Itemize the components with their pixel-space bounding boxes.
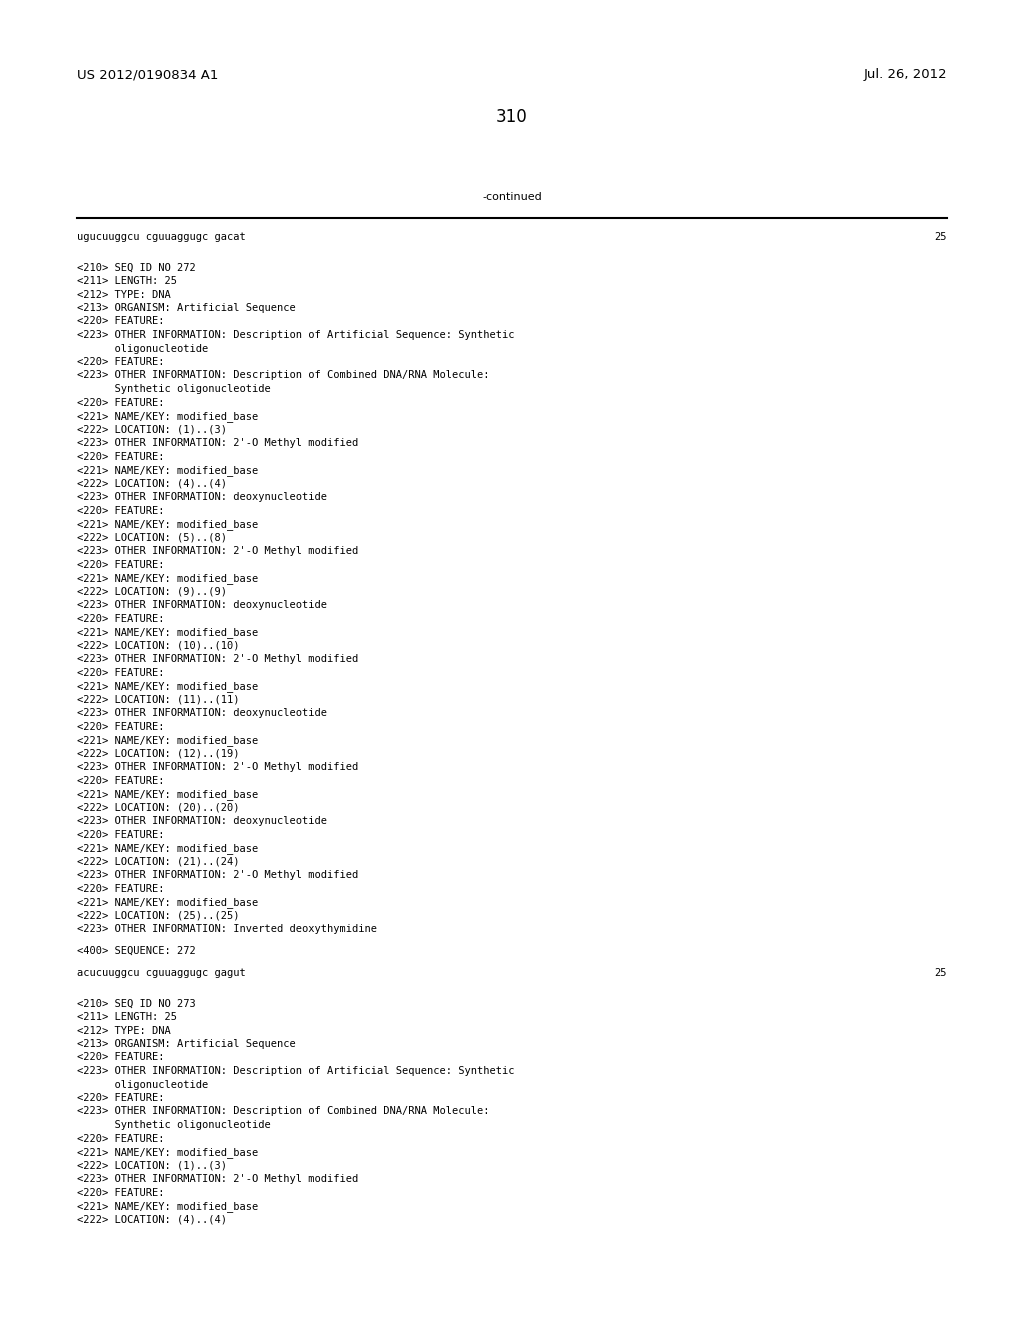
Text: <223> OTHER INFORMATION: Description of Combined DNA/RNA Molecule:: <223> OTHER INFORMATION: Description of … bbox=[77, 1106, 489, 1117]
Text: <223> OTHER INFORMATION: deoxynucleotide: <223> OTHER INFORMATION: deoxynucleotide bbox=[77, 601, 327, 610]
Text: <223> OTHER INFORMATION: Inverted deoxythymidine: <223> OTHER INFORMATION: Inverted deoxyt… bbox=[77, 924, 377, 935]
Text: <223> OTHER INFORMATION: deoxynucleotide: <223> OTHER INFORMATION: deoxynucleotide bbox=[77, 816, 327, 826]
Text: <221> NAME/KEY: modified_base: <221> NAME/KEY: modified_base bbox=[77, 1147, 258, 1158]
Text: <211> LENGTH: 25: <211> LENGTH: 25 bbox=[77, 1012, 177, 1022]
Text: <223> OTHER INFORMATION: deoxynucleotide: <223> OTHER INFORMATION: deoxynucleotide bbox=[77, 708, 327, 718]
Text: <222> LOCATION: (9)..(9): <222> LOCATION: (9)..(9) bbox=[77, 586, 226, 597]
Text: <223> OTHER INFORMATION: deoxynucleotide: <223> OTHER INFORMATION: deoxynucleotide bbox=[77, 492, 327, 502]
Text: ugucuuggcu cguuaggugc gacat: ugucuuggcu cguuaggugc gacat bbox=[77, 232, 246, 242]
Text: <220> FEATURE:: <220> FEATURE: bbox=[77, 614, 164, 623]
Text: <210> SEQ ID NO 272: <210> SEQ ID NO 272 bbox=[77, 263, 196, 272]
Text: <213> ORGANISM: Artificial Sequence: <213> ORGANISM: Artificial Sequence bbox=[77, 304, 296, 313]
Text: <221> NAME/KEY: modified_base: <221> NAME/KEY: modified_base bbox=[77, 681, 258, 692]
Text: <222> LOCATION: (4)..(4): <222> LOCATION: (4)..(4) bbox=[77, 1214, 226, 1225]
Text: <212> TYPE: DNA: <212> TYPE: DNA bbox=[77, 1026, 171, 1035]
Text: <400> SEQUENCE: 272: <400> SEQUENCE: 272 bbox=[77, 946, 196, 956]
Text: <221> NAME/KEY: modified_base: <221> NAME/KEY: modified_base bbox=[77, 735, 258, 746]
Text: <212> TYPE: DNA: <212> TYPE: DNA bbox=[77, 289, 171, 300]
Text: <221> NAME/KEY: modified_base: <221> NAME/KEY: modified_base bbox=[77, 519, 258, 529]
Text: <220> FEATURE:: <220> FEATURE: bbox=[77, 668, 164, 677]
Text: 25: 25 bbox=[935, 232, 947, 242]
Text: <210> SEQ ID NO 273: <210> SEQ ID NO 273 bbox=[77, 998, 196, 1008]
Text: <220> FEATURE:: <220> FEATURE: bbox=[77, 1188, 164, 1197]
Text: <221> NAME/KEY: modified_base: <221> NAME/KEY: modified_base bbox=[77, 627, 258, 638]
Text: <213> ORGANISM: Artificial Sequence: <213> ORGANISM: Artificial Sequence bbox=[77, 1039, 296, 1049]
Text: <220> FEATURE:: <220> FEATURE: bbox=[77, 776, 164, 785]
Text: 310: 310 bbox=[496, 108, 528, 125]
Text: -continued: -continued bbox=[482, 191, 542, 202]
Text: <220> FEATURE:: <220> FEATURE: bbox=[77, 356, 164, 367]
Text: <221> NAME/KEY: modified_base: <221> NAME/KEY: modified_base bbox=[77, 843, 258, 854]
Text: <222> LOCATION: (1)..(3): <222> LOCATION: (1)..(3) bbox=[77, 1160, 226, 1171]
Text: <211> LENGTH: 25: <211> LENGTH: 25 bbox=[77, 276, 177, 286]
Text: <222> LOCATION: (10)..(10): <222> LOCATION: (10)..(10) bbox=[77, 640, 240, 651]
Text: US 2012/0190834 A1: US 2012/0190834 A1 bbox=[77, 69, 218, 81]
Text: <223> OTHER INFORMATION: 2'-O Methyl modified: <223> OTHER INFORMATION: 2'-O Methyl mod… bbox=[77, 438, 358, 447]
Text: <221> NAME/KEY: modified_base: <221> NAME/KEY: modified_base bbox=[77, 573, 258, 583]
Text: <223> OTHER INFORMATION: Description of Combined DNA/RNA Molecule:: <223> OTHER INFORMATION: Description of … bbox=[77, 371, 489, 380]
Text: oligonucleotide: oligonucleotide bbox=[77, 343, 208, 354]
Text: <223> OTHER INFORMATION: 2'-O Methyl modified: <223> OTHER INFORMATION: 2'-O Methyl mod… bbox=[77, 546, 358, 556]
Text: Jul. 26, 2012: Jul. 26, 2012 bbox=[863, 69, 947, 81]
Text: <220> FEATURE:: <220> FEATURE: bbox=[77, 451, 164, 462]
Text: <220> FEATURE:: <220> FEATURE: bbox=[77, 1093, 164, 1104]
Text: acucuuggcu cguuaggugc gagut: acucuuggcu cguuaggugc gagut bbox=[77, 968, 246, 978]
Text: <220> FEATURE:: <220> FEATURE: bbox=[77, 560, 164, 569]
Text: <220> FEATURE:: <220> FEATURE: bbox=[77, 506, 164, 516]
Text: oligonucleotide: oligonucleotide bbox=[77, 1080, 208, 1089]
Text: <221> NAME/KEY: modified_base: <221> NAME/KEY: modified_base bbox=[77, 411, 258, 422]
Text: <223> OTHER INFORMATION: 2'-O Methyl modified: <223> OTHER INFORMATION: 2'-O Methyl mod… bbox=[77, 653, 358, 664]
Text: <223> OTHER INFORMATION: 2'-O Methyl modified: <223> OTHER INFORMATION: 2'-O Methyl mod… bbox=[77, 870, 358, 880]
Text: <221> NAME/KEY: modified_base: <221> NAME/KEY: modified_base bbox=[77, 465, 258, 477]
Text: <223> OTHER INFORMATION: 2'-O Methyl modified: <223> OTHER INFORMATION: 2'-O Methyl mod… bbox=[77, 762, 358, 772]
Text: <222> LOCATION: (11)..(11): <222> LOCATION: (11)..(11) bbox=[77, 694, 240, 705]
Text: <222> LOCATION: (5)..(8): <222> LOCATION: (5)..(8) bbox=[77, 532, 226, 543]
Text: <220> FEATURE:: <220> FEATURE: bbox=[77, 1134, 164, 1143]
Text: <223> OTHER INFORMATION: Description of Artificial Sequence: Synthetic: <223> OTHER INFORMATION: Description of … bbox=[77, 1067, 514, 1076]
Text: <223> OTHER INFORMATION: Description of Artificial Sequence: Synthetic: <223> OTHER INFORMATION: Description of … bbox=[77, 330, 514, 341]
Text: <220> FEATURE:: <220> FEATURE: bbox=[77, 1052, 164, 1063]
Text: <220> FEATURE:: <220> FEATURE: bbox=[77, 317, 164, 326]
Text: <222> LOCATION: (21)..(24): <222> LOCATION: (21)..(24) bbox=[77, 857, 240, 866]
Text: <221> NAME/KEY: modified_base: <221> NAME/KEY: modified_base bbox=[77, 898, 258, 908]
Text: Synthetic oligonucleotide: Synthetic oligonucleotide bbox=[77, 1119, 270, 1130]
Text: <221> NAME/KEY: modified_base: <221> NAME/KEY: modified_base bbox=[77, 1201, 258, 1212]
Text: <220> FEATURE:: <220> FEATURE: bbox=[77, 829, 164, 840]
Text: <223> OTHER INFORMATION: 2'-O Methyl modified: <223> OTHER INFORMATION: 2'-O Methyl mod… bbox=[77, 1173, 358, 1184]
Text: <222> LOCATION: (25)..(25): <222> LOCATION: (25)..(25) bbox=[77, 911, 240, 920]
Text: <220> FEATURE:: <220> FEATURE: bbox=[77, 722, 164, 731]
Text: Synthetic oligonucleotide: Synthetic oligonucleotide bbox=[77, 384, 270, 393]
Text: <222> LOCATION: (4)..(4): <222> LOCATION: (4)..(4) bbox=[77, 479, 226, 488]
Text: <222> LOCATION: (12)..(19): <222> LOCATION: (12)..(19) bbox=[77, 748, 240, 759]
Text: <222> LOCATION: (20)..(20): <222> LOCATION: (20)..(20) bbox=[77, 803, 240, 813]
Text: <220> FEATURE:: <220> FEATURE: bbox=[77, 397, 164, 408]
Text: <220> FEATURE:: <220> FEATURE: bbox=[77, 883, 164, 894]
Text: 25: 25 bbox=[935, 968, 947, 978]
Text: <222> LOCATION: (1)..(3): <222> LOCATION: (1)..(3) bbox=[77, 425, 226, 434]
Text: <221> NAME/KEY: modified_base: <221> NAME/KEY: modified_base bbox=[77, 789, 258, 800]
